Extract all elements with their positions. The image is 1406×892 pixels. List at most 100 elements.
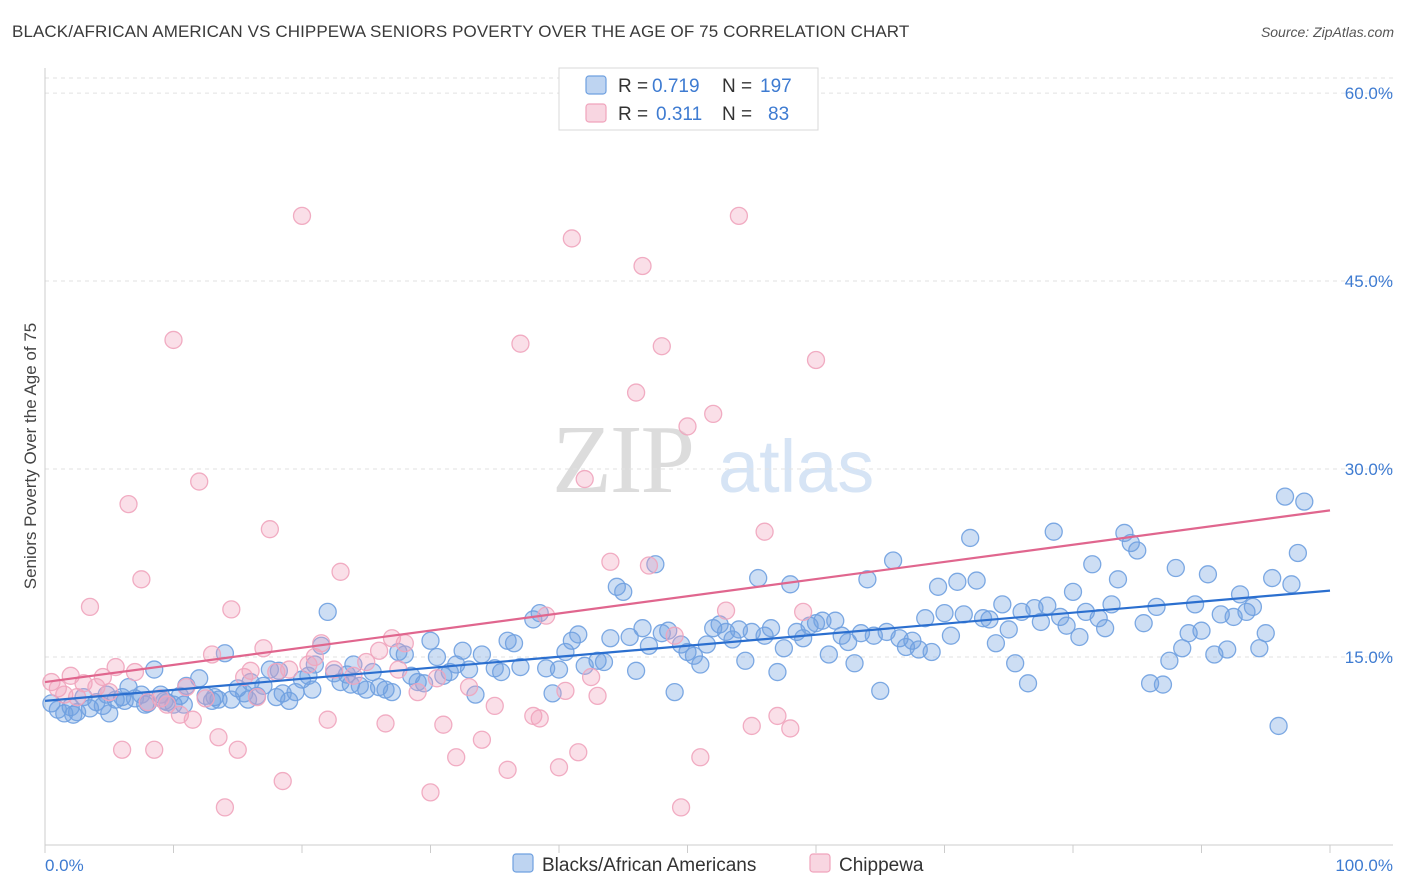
data-point — [601, 629, 620, 648]
series-blacks-points — [42, 487, 1314, 736]
data-point — [369, 641, 389, 660]
data-point — [421, 631, 440, 650]
data-point — [935, 604, 954, 623]
bottom-legend-label-blacks: Blacks/African Americans — [542, 855, 756, 876]
data-point — [331, 562, 350, 581]
data-point — [408, 682, 427, 702]
data-point — [447, 748, 466, 767]
data-point — [434, 715, 453, 734]
data-point — [1153, 675, 1173, 694]
data-point — [136, 695, 155, 714]
data-point — [941, 626, 961, 645]
data-point — [723, 630, 742, 649]
data-point — [472, 645, 492, 664]
data-point — [665, 682, 684, 702]
data-point — [1006, 654, 1025, 673]
data-point — [190, 472, 209, 491]
data-point — [1063, 582, 1083, 601]
data-point — [691, 748, 710, 767]
legend-box: R = 0.719 N = 197 R = 0.311 N = 83 — [558, 67, 819, 131]
data-point — [395, 634, 414, 653]
data-point — [961, 528, 980, 548]
data-point — [742, 716, 761, 736]
y-tick-label: 45.0% — [1345, 272, 1393, 291]
data-point — [1263, 568, 1282, 588]
data-point — [305, 655, 325, 674]
data-point — [774, 639, 794, 658]
data-point — [761, 619, 781, 638]
data-point — [646, 555, 665, 574]
data-point — [549, 660, 569, 679]
data-point — [222, 600, 241, 619]
data-point — [922, 642, 941, 662]
legend-n-label-blacks: N = — [722, 76, 752, 97]
data-point — [845, 654, 864, 673]
data-point — [665, 626, 684, 645]
data-point — [691, 655, 710, 674]
data-point — [530, 709, 549, 728]
data-point — [247, 687, 267, 707]
data-point — [504, 634, 524, 653]
data-point — [826, 611, 845, 630]
data-point — [967, 571, 986, 590]
data-point — [382, 682, 402, 702]
data-point — [196, 689, 215, 708]
watermark-zip: ZIP — [552, 406, 693, 514]
data-point — [1166, 558, 1185, 578]
data-point — [838, 632, 858, 652]
data-point — [639, 556, 659, 575]
data-point — [1243, 597, 1263, 617]
data-point — [594, 652, 614, 672]
data-point — [1269, 716, 1288, 736]
trend-line-chippewa — [44, 509, 1331, 684]
data-point — [408, 672, 427, 692]
data-point — [511, 657, 530, 677]
data-point — [1185, 595, 1205, 614]
data-point — [999, 620, 1018, 639]
legend-r-label-blacks: R = — [618, 76, 648, 97]
data-point — [1218, 640, 1237, 659]
data-point — [883, 551, 903, 570]
data-point — [209, 728, 228, 747]
data-point — [119, 494, 138, 514]
data-point — [466, 685, 485, 704]
data-point — [581, 667, 601, 687]
data-point — [318, 602, 337, 622]
data-point — [794, 602, 813, 622]
watermark-atlas: atlas — [718, 425, 874, 508]
data-point — [427, 647, 447, 667]
data-point — [1173, 639, 1192, 658]
data-point — [303, 680, 322, 699]
data-point — [64, 705, 83, 724]
legend-frame — [558, 67, 819, 131]
x-tick-label-max: 100.0% — [1335, 856, 1393, 875]
data-point — [736, 651, 755, 670]
data-point — [157, 695, 177, 714]
data-point — [620, 627, 639, 647]
data-point — [781, 719, 800, 738]
data-point — [601, 552, 620, 571]
chart-title: BLACK/AFRICAN AMERICAN VS CHIPPEWA SENIO… — [12, 22, 910, 41]
data-point — [1044, 522, 1063, 541]
gridlines — [45, 77, 1393, 658]
data-point — [1250, 639, 1269, 658]
trend-line-blacks — [44, 589, 1331, 702]
data-point — [279, 660, 299, 679]
data-point — [671, 798, 691, 817]
x-tick-label-min: 0.0% — [45, 856, 84, 875]
bottom-legend-swatch-blacks — [512, 853, 534, 873]
data-point — [588, 651, 607, 670]
legend-r-value-blacks: 0.719 — [652, 76, 700, 97]
data-point — [1083, 555, 1102, 574]
data-point — [80, 597, 100, 617]
data-point — [485, 696, 504, 716]
data-point — [1134, 614, 1153, 633]
y-tick-labels: 15.0% 30.0% 45.0% 60.0% — [1345, 84, 1393, 667]
data-point — [498, 760, 517, 779]
data-point — [1288, 543, 1308, 563]
data-point — [453, 641, 472, 660]
data-point — [928, 577, 948, 596]
data-point — [549, 758, 569, 777]
data-point — [215, 798, 235, 817]
